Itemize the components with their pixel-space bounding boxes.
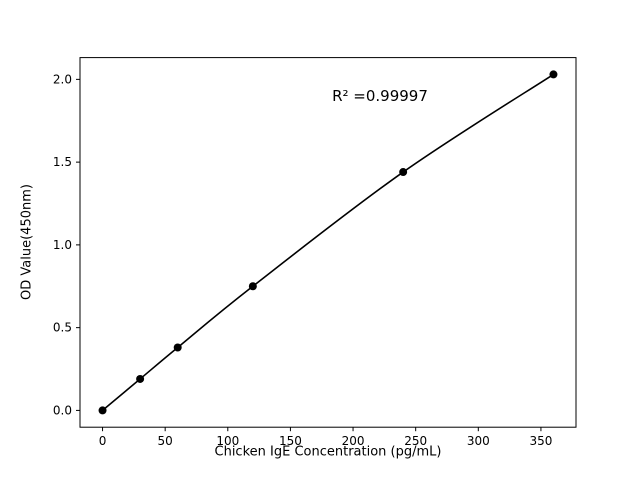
x-tick-label: 350 xyxy=(529,434,552,448)
x-tick-label: 50 xyxy=(158,434,173,448)
data-point-marker xyxy=(248,282,257,291)
data-point-marker xyxy=(98,406,107,415)
x-tick-label: 200 xyxy=(342,434,365,448)
y-tick-label: 1.5 xyxy=(53,155,72,169)
y-tick-label: 0.5 xyxy=(53,321,72,335)
x-axis-label: Chicken IgE Concentration (pg/mL) xyxy=(214,444,442,460)
r-squared-annotation: R² =0.99997 xyxy=(332,87,428,105)
y-axis-label: OD Value(450nm) xyxy=(19,184,35,300)
y-tick-label: 1.0 xyxy=(53,238,72,252)
x-tick-label: 0 xyxy=(99,434,107,448)
x-tick-label: 150 xyxy=(279,434,302,448)
fit-curve xyxy=(102,73,554,412)
data-point-marker xyxy=(136,374,145,383)
plot-frame xyxy=(79,57,577,428)
data-point-marker xyxy=(549,70,558,79)
x-tick-label: 100 xyxy=(216,434,239,448)
data-point-marker xyxy=(173,343,182,352)
x-tick-label: 250 xyxy=(404,434,427,448)
data-point-marker xyxy=(399,168,408,177)
y-tick-label: 0.0 xyxy=(53,403,72,417)
y-tick-label: 2.0 xyxy=(53,72,72,86)
x-tick-label: 300 xyxy=(467,434,490,448)
